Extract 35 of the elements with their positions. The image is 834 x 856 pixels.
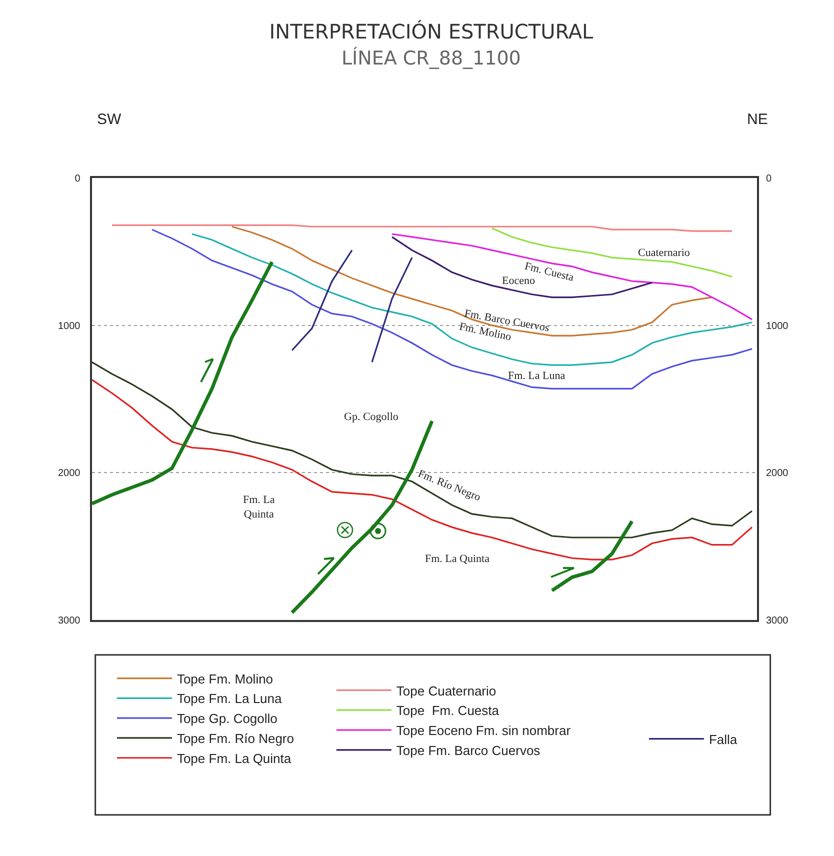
line-series bbox=[191, 233, 753, 366]
annotation: Fm. La Quinta bbox=[425, 553, 490, 565]
legend-label: Tope Fm. Cuesta bbox=[396, 703, 500, 718]
text: SW bbox=[97, 111, 122, 128]
y-tick-label: 2000 bbox=[58, 468, 81, 480]
y2-tick-label: 3000 bbox=[766, 616, 789, 626]
line-series bbox=[550, 520, 634, 592]
annotation: Fm. La Quinta bbox=[243, 494, 275, 520]
legend-label: Tope Fm. La Quinta bbox=[176, 750, 292, 766]
annotation: Cuaternario bbox=[638, 247, 690, 259]
annotation: Fm. La Luna bbox=[508, 370, 566, 382]
line-series bbox=[151, 228, 753, 390]
text: NE bbox=[747, 111, 768, 128]
y-tick-label: 1000 bbox=[58, 320, 81, 332]
legend-label: Tope Fm. La Luna bbox=[176, 691, 283, 706]
chart-title: INTERPRETACIÓN ESTRUCTURAL bbox=[269, 20, 594, 44]
annotation: Eoceno bbox=[502, 275, 536, 287]
legend-label: Tope Fm. Barco Cuervos bbox=[396, 742, 541, 758]
legend-label: Tope Fm. Molino bbox=[176, 671, 274, 686]
line-series bbox=[92, 361, 753, 538]
line-series bbox=[291, 249, 353, 352]
annotation: Fm. Río Negro bbox=[416, 468, 483, 504]
y2-tick-label: 1000 bbox=[766, 320, 789, 332]
legend-label: Tope Eoceno Fm. sin nombrar bbox=[396, 723, 572, 738]
legend-label: Falla bbox=[708, 732, 738, 747]
y-tick-label: 0 bbox=[74, 174, 81, 184]
legend-label: Tope Gp. Cogollo bbox=[176, 711, 278, 726]
y2-tick-label: 2000 bbox=[766, 468, 789, 480]
line-series bbox=[92, 260, 274, 506]
legend-label: Tope Fm. Río Negro bbox=[176, 731, 294, 746]
y-tick-label: 3000 bbox=[58, 616, 81, 626]
y2-tick-label: 0 bbox=[766, 174, 772, 184]
legend-label: Tope Cuaternario bbox=[396, 683, 496, 698]
chart-subtitle: LÍNEA CR_88_1100 bbox=[341, 46, 521, 70]
annotation: Gp. Cogollo bbox=[344, 411, 399, 423]
